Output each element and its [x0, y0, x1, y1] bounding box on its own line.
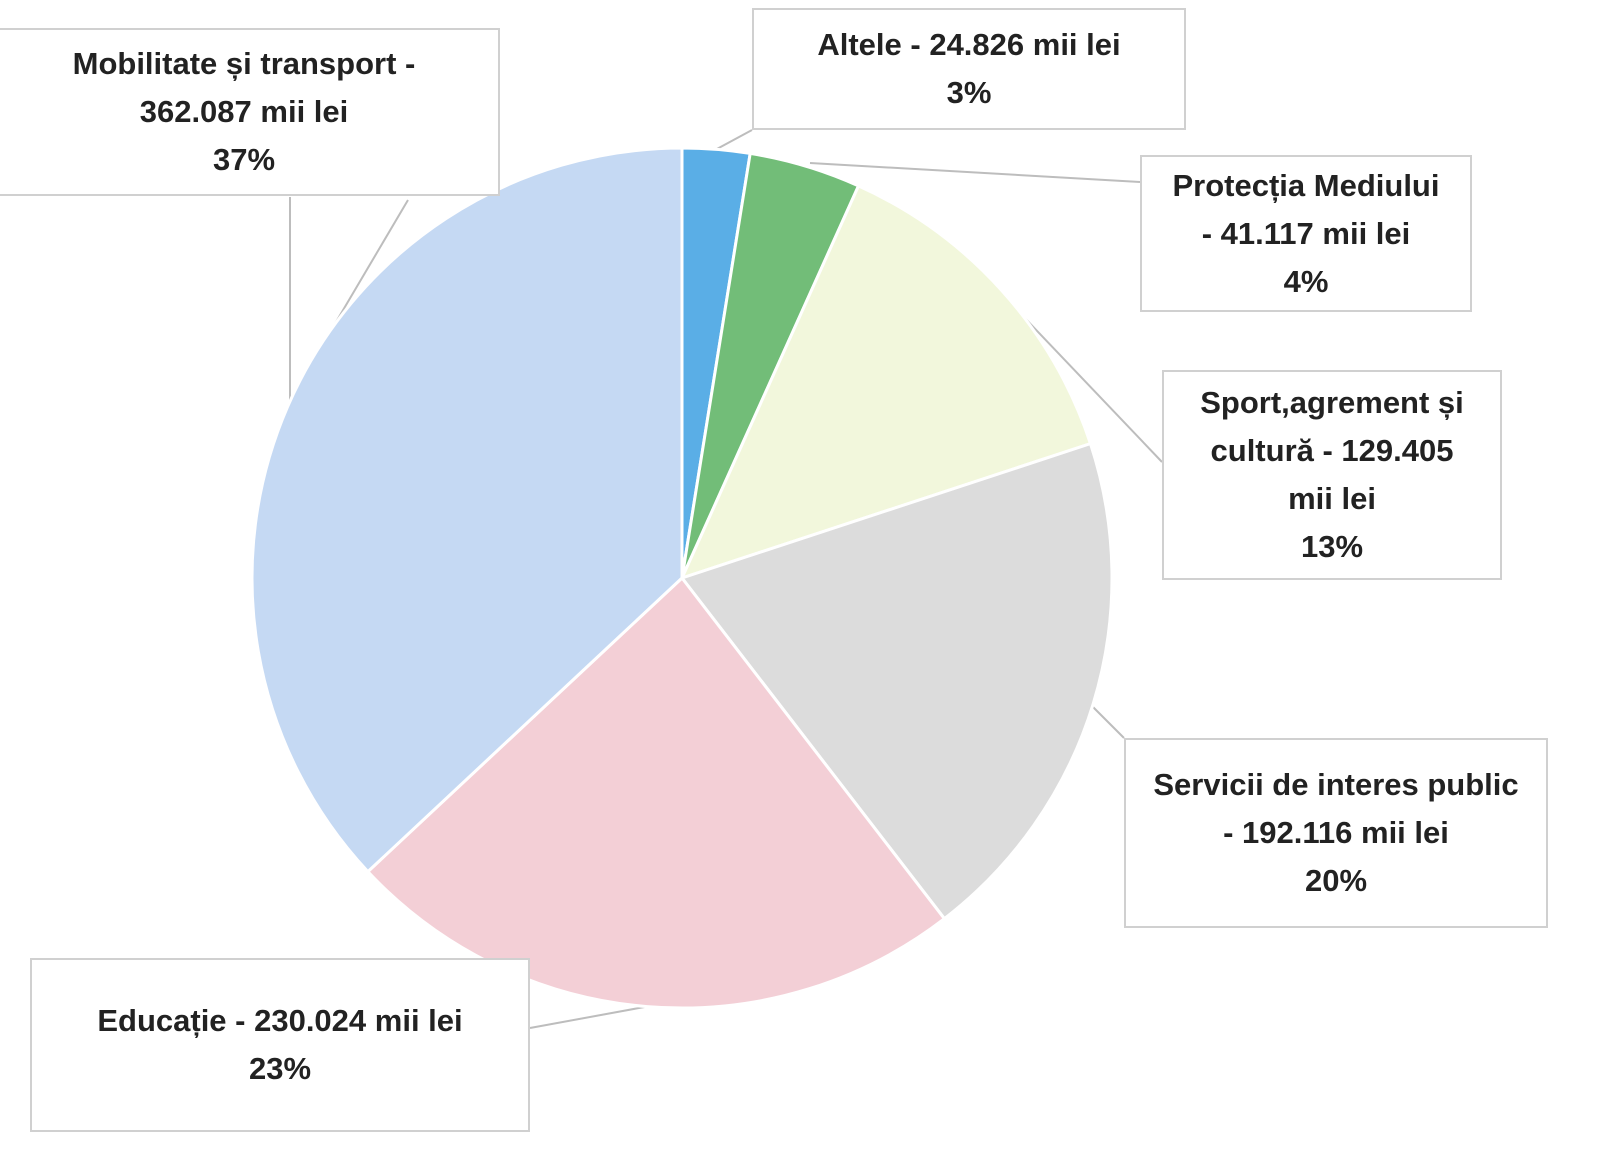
leader-line-educatie [529, 1005, 651, 1029]
pie-slice-mobilitate-i-transport [250, 146, 684, 874]
leader-line-servicii [1091, 705, 1125, 739]
label-line: 3% [946, 75, 992, 110]
leader-line-altele [714, 129, 753, 151]
label-line: 362.087 mii lei [139, 94, 349, 129]
label-line: 37% [212, 142, 276, 177]
label-line: 13% [1300, 529, 1364, 564]
label-line: mii lei [1288, 481, 1376, 516]
label-line: 23% [248, 1051, 312, 1086]
label-line: Mobilitate și transport - [72, 46, 416, 81]
label-educatie: Educație - 230.024 mii lei 23% [30, 958, 530, 1132]
pie-slice-servicii-de-interes-public [679, 441, 1114, 921]
label-altele: Altele - 24.826 mii lei 3% [752, 8, 1186, 130]
pie-slice-educa-ie [365, 575, 947, 1010]
label-servicii: Servicii de interes public - 192.116 mii… [1124, 738, 1548, 928]
label-line: - 41.117 mii lei [1201, 215, 1411, 251]
label-mobilitate: Mobilitate și transport - 362.087 mii le… [0, 28, 500, 196]
label-line: Servicii de interes public [1153, 767, 1519, 802]
label-line: 4% [1283, 263, 1329, 299]
label-line: - 192.116 mii lei [1223, 815, 1449, 850]
label-line: cultură - 129.405 [1210, 433, 1454, 468]
label-line: Sport,agrement și [1200, 385, 1464, 420]
label-protectia-mediului: Protecția Mediului - 41.117 mii lei 4% [1140, 155, 1472, 312]
pie-slice-sport-agrement-i-cultur- [679, 183, 1093, 581]
label-line: 20% [1304, 863, 1368, 898]
label-line: Protecția Mediului [1172, 167, 1440, 203]
label-line: Educație - 230.024 mii lei [97, 1003, 463, 1038]
label-line: Altele - 24.826 mii lei [817, 27, 1121, 62]
leader-line-protectia [809, 162, 1141, 183]
label-sport: Sport,agrement și cultură - 129.405 mii … [1162, 370, 1502, 580]
